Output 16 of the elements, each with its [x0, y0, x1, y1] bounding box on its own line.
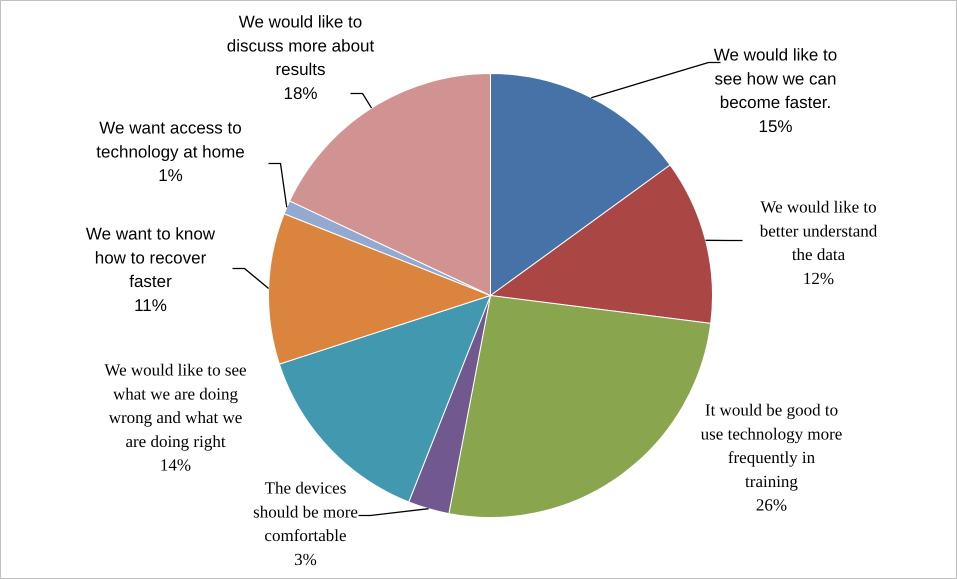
- data-label: 3%: [294, 550, 317, 569]
- slice-label: We want to know how to recover faster: [86, 224, 216, 291]
- slice-label: It would be good to use technology more frequently in training: [700, 400, 842, 491]
- slice-label: We would like to see what we are doing wrong and what we are doing right: [104, 360, 247, 451]
- data-label: 11%: [134, 296, 167, 315]
- slice-label: We want access to technology at home: [96, 118, 245, 162]
- data-label: 1%: [158, 166, 183, 185]
- slice-label: We would like to see how we can become faster.: [714, 46, 838, 112]
- data-label: 12%: [802, 268, 834, 288]
- data-label: 18%: [283, 84, 318, 103]
- slice-label: We would like to better understand the data: [760, 198, 878, 264]
- data-label: 14%: [160, 456, 192, 474]
- data-label: 26%: [756, 496, 788, 514]
- slice-label: We would like to discuss more about results: [226, 12, 374, 79]
- slice-label: The devices should be more comfortable: [253, 478, 358, 545]
- data-label: 15%: [758, 116, 793, 136]
